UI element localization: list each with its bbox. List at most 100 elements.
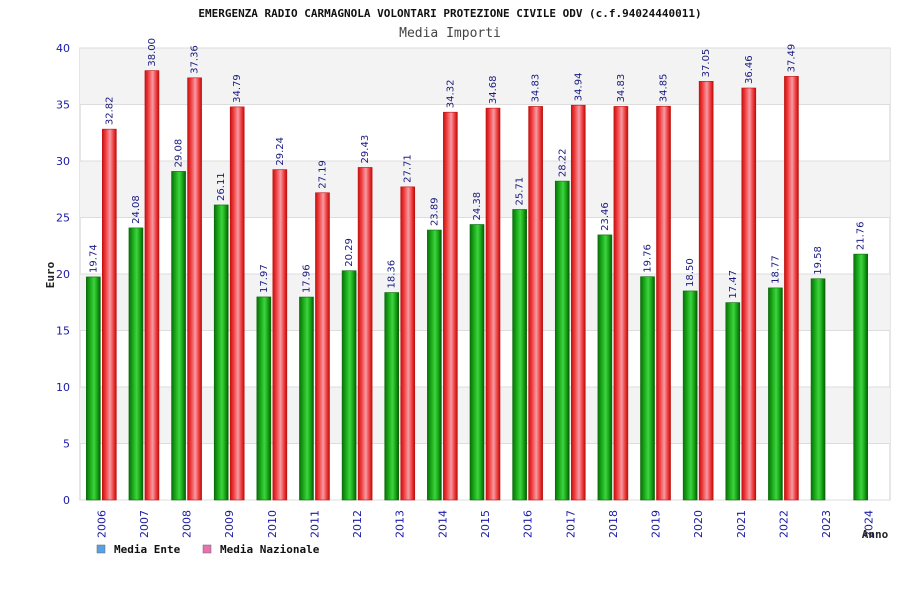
bar-media-nazionale	[315, 192, 330, 501]
x-tick-label: 2014	[436, 510, 449, 538]
bar-media-ente	[512, 209, 527, 501]
bar-media-ente	[554, 180, 570, 501]
x-tick-label: 2018	[607, 510, 620, 538]
bar-media-ente	[384, 292, 400, 501]
data-label: 37.05	[701, 49, 712, 78]
data-label: 20.29	[344, 238, 355, 267]
x-tick-label: 2023	[820, 510, 833, 538]
bar-media-ente	[171, 171, 186, 501]
x-tick-label: 2007	[138, 510, 151, 538]
y-tick-label: 10	[56, 381, 70, 394]
data-label: 36.46	[744, 55, 755, 84]
x-tick-label: 2012	[351, 510, 364, 538]
data-label: 19.58	[813, 246, 824, 275]
data-label: 21.76	[856, 221, 867, 250]
data-label: 27.71	[403, 154, 414, 183]
legend-label-media-ente: Media Ente	[114, 543, 181, 556]
bar-media-ente	[341, 270, 357, 501]
bar-media-nazionale	[698, 81, 714, 501]
data-label: 34.83	[616, 74, 627, 103]
data-label: 34.68	[488, 75, 499, 104]
bar-media-ente	[256, 296, 272, 501]
bar-media-nazionale	[570, 104, 586, 501]
bar-media-nazionale	[187, 77, 202, 501]
data-label: 26.11	[216, 172, 227, 201]
bar-media-nazionale	[528, 106, 543, 501]
data-label: 17.96	[301, 264, 312, 293]
bar-media-ente	[427, 229, 442, 501]
bar-media-nazionale	[485, 107, 501, 501]
data-label: 19.76	[643, 244, 654, 273]
y-tick-label: 30	[56, 155, 70, 168]
data-label: 29.08	[174, 139, 185, 168]
y-axis-label: Euro	[44, 261, 57, 288]
bar-media-ente	[640, 276, 655, 501]
bar-media-ente	[682, 290, 698, 501]
data-label: 17.97	[259, 264, 270, 293]
data-label: 37.49	[786, 44, 797, 73]
bar-media-ente	[597, 234, 613, 501]
data-label: 34.79	[232, 74, 243, 103]
y-tick-label: 0	[63, 494, 70, 507]
data-label: 24.08	[131, 195, 142, 224]
x-tick-label: 2017	[564, 510, 577, 538]
y-tick-label: 35	[56, 99, 70, 112]
data-label: 25.71	[515, 177, 526, 206]
data-label: 23.89	[429, 197, 440, 226]
y-axis-ticks: 0 5 10 15 20 25 30 35 40	[56, 42, 70, 507]
data-label: 19.74	[88, 244, 99, 273]
data-label: 32.82	[104, 96, 115, 125]
legend-label-media-nazionale: Media Nazionale	[220, 543, 320, 556]
bar-media-ente	[725, 302, 741, 501]
data-label: 28.22	[557, 148, 568, 177]
y-tick-label: 5	[63, 438, 70, 451]
bar-media-nazionale	[144, 70, 160, 501]
data-label: 37.36	[190, 45, 201, 74]
bar-media-ente	[213, 204, 229, 501]
x-tick-label: 2010	[266, 510, 279, 538]
chart-title: EMERGENZA RADIO CARMAGNOLA VOLONTARI PRO…	[198, 7, 701, 20]
x-tick-label: 2013	[394, 510, 407, 538]
data-label: 27.19	[317, 160, 328, 189]
data-label: 29.24	[275, 137, 286, 166]
data-label: 18.50	[685, 258, 696, 287]
bar-media-ente	[469, 224, 485, 501]
x-tick-label: 2022	[777, 510, 790, 538]
x-tick-label: 2016	[522, 510, 535, 538]
data-label: 34.94	[573, 73, 584, 102]
bar-media-nazionale	[357, 167, 373, 501]
bar-media-nazionale	[400, 186, 416, 501]
data-label: 34.32	[445, 80, 456, 109]
bar-media-ente	[128, 227, 144, 501]
x-tick-label: 2020	[692, 510, 705, 538]
y-tick-label: 40	[56, 42, 70, 55]
x-axis-label: Anno	[862, 528, 889, 541]
data-label: 18.36	[387, 260, 398, 289]
y-tick-label: 15	[56, 325, 70, 338]
bar-media-ente	[768, 287, 783, 501]
bar-media-nazionale	[656, 105, 671, 501]
data-labels: 19.74 32.82 24.08 38.00 29.08 37.36 26.11 34.79…	[88, 38, 866, 299]
bar-media-ente	[853, 253, 868, 501]
x-tick-label: 2009	[223, 510, 236, 538]
bar-media-nazionale	[229, 106, 245, 501]
legend-swatch-media-ente	[96, 544, 106, 554]
bars	[86, 70, 868, 501]
bar-media-nazionale	[272, 169, 288, 501]
x-tick-label: 2015	[479, 510, 492, 538]
bar-media-ente	[86, 276, 101, 501]
bar-media-nazionale	[784, 76, 799, 501]
x-tick-label: 2021	[735, 510, 748, 538]
x-tick-label: 2006	[95, 510, 108, 538]
y-tick-label: 25	[56, 212, 70, 225]
data-label: 17.47	[728, 270, 739, 299]
y-tick-label: 20	[56, 268, 70, 281]
chart-subtitle: Media Importi	[399, 26, 501, 41]
data-label: 24.38	[472, 192, 483, 221]
bar-media-nazionale	[443, 111, 458, 501]
data-label: 18.77	[770, 255, 781, 284]
bar-media-ente	[299, 296, 314, 501]
data-label: 38.00	[147, 38, 158, 67]
data-label: 23.46	[600, 202, 611, 231]
